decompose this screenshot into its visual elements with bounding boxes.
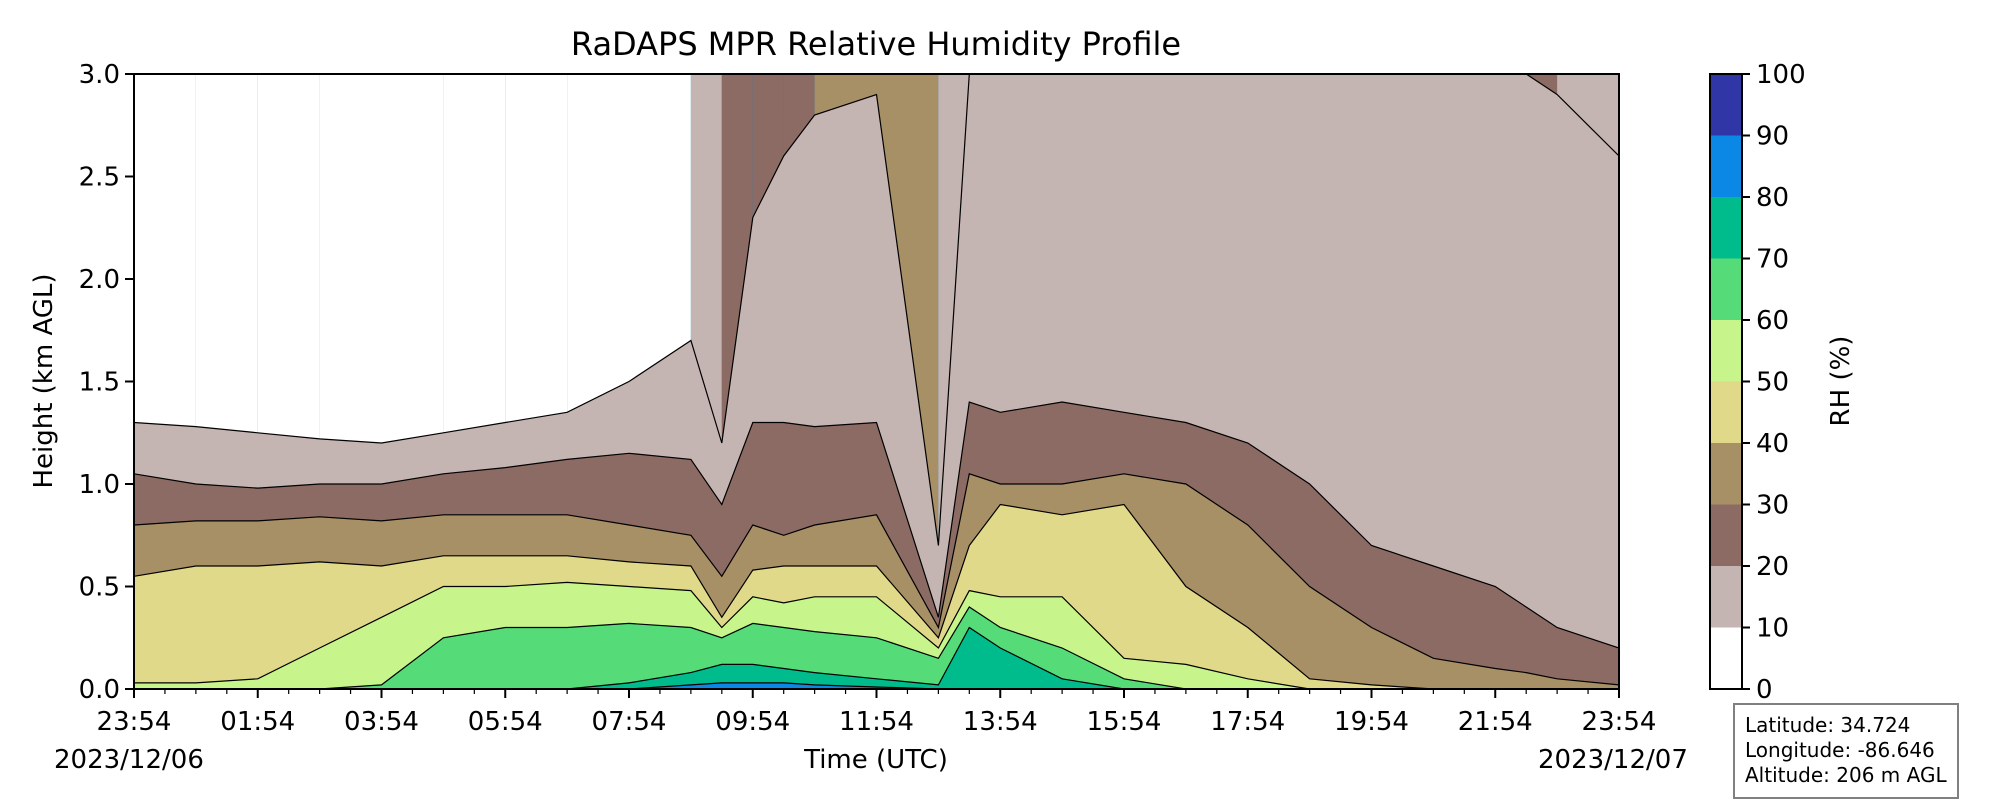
- x-tick-label: 13:54: [963, 707, 1038, 737]
- x-tick-label: 09:54: [715, 707, 790, 737]
- y-tick-label: 1.0: [79, 470, 120, 500]
- colorbar-tick-label: 0: [1756, 675, 1773, 705]
- x-tick-label: 23:54: [97, 707, 172, 737]
- x-tick-label: 15:54: [1087, 707, 1162, 737]
- x-tick-label: 07:54: [592, 707, 667, 737]
- rh-band-top-segment: [505, 74, 568, 423]
- x-tick-label: 11:54: [839, 707, 914, 737]
- colorbar-swatch: [1710, 627, 1742, 689]
- latitude-text: Latitude: 34.724: [1745, 713, 1911, 737]
- colorbar-swatch: [1710, 74, 1742, 136]
- x-tick-label: 05:54: [468, 707, 543, 737]
- colorbar-tick-label: 70: [1756, 245, 1789, 275]
- x-tick-label: 17:54: [1210, 707, 1285, 737]
- rh-contour-50: [134, 581, 1619, 689]
- rh-band-top-segment: [814, 74, 877, 115]
- rh-contour-20: [134, 401, 1619, 649]
- rh-band-top-segment: [195, 74, 258, 433]
- rh-band-top-segment: [876, 74, 939, 546]
- colorbar-tick-label: 10: [1756, 614, 1789, 644]
- rh-band-20-30: [134, 402, 1619, 685]
- plot-area: [134, 74, 1619, 689]
- colorbar-label: RH (%): [1826, 336, 1856, 427]
- y-tick-label: 0.0: [79, 675, 120, 705]
- rh-band-10-20: [134, 74, 1619, 648]
- x-tick-label: 23:54: [1582, 707, 1657, 737]
- station-info-box: Latitude: 34.724 Longitude: -86.646 Alti…: [1733, 703, 1959, 799]
- longitude-text: Longitude: -86.646: [1745, 738, 1935, 762]
- rh-contour-60: [134, 606, 1619, 689]
- rh-band-top-segment: [567, 74, 629, 413]
- rh-contour-40: [134, 503, 1619, 689]
- colorbar-tick-label: 90: [1756, 122, 1789, 152]
- rh-band-top-segment: [629, 74, 691, 382]
- colorbar-tick-label: 40: [1756, 429, 1789, 459]
- colorbar-swatch: [1710, 504, 1742, 566]
- altitude-text: Altitude: 206 m AGL: [1745, 763, 1947, 787]
- rh-band-50-60: [134, 582, 1619, 689]
- rh-band-top-segment: [319, 74, 382, 443]
- rh-band-top-segment: [1557, 74, 1619, 156]
- colorbar-swatch: [1710, 258, 1742, 320]
- y-axis: 0.0 0.5 1.0 1.5 2.0 2.5 3.0: [79, 60, 134, 705]
- chart-title: RaDAPS MPR Relative Humidity Profile: [571, 25, 1181, 63]
- colorbar-swatch: [1710, 566, 1742, 628]
- start-date-label: 2023/12/06: [54, 745, 204, 775]
- rh-band-top-segment: [257, 74, 320, 439]
- rh-band-60-70: [134, 607, 1619, 689]
- x-tick-label: 21:54: [1458, 707, 1533, 737]
- rh-band-top-segment: [134, 74, 196, 427]
- rh-contour-10: [134, 74, 1619, 546]
- rh-band-top-segment: [783, 74, 815, 156]
- rh-contour-80: [134, 682, 1619, 689]
- colorbar-swatch: [1710, 443, 1742, 505]
- rh-band-top-segment: [752, 74, 784, 218]
- colorbar-tick-label: 60: [1756, 306, 1789, 336]
- rh-band-top-segment: [381, 74, 444, 443]
- colorbar-tick-label: 50: [1756, 368, 1789, 398]
- colorbar-swatch: [1710, 197, 1742, 259]
- colorbar-tick-label: 100: [1756, 60, 1806, 90]
- y-tick-label: 3.0: [79, 60, 120, 90]
- colorbar-swatch: [1710, 135, 1742, 197]
- colorbar-tick-label: 30: [1756, 491, 1789, 521]
- y-tick-label: 2.0: [79, 265, 120, 295]
- rh-band-top-segment: [721, 74, 753, 443]
- rh-contour-30: [134, 473, 1619, 686]
- rh-band-top-segment: [690, 74, 722, 443]
- x-tick-label: 01:54: [220, 707, 295, 737]
- colorbar-tick-label: 20: [1756, 552, 1789, 582]
- rh-band-30-40: [134, 473, 1619, 689]
- x-tick-label: 03:54: [344, 707, 419, 737]
- rh-contour-70: [134, 626, 1619, 689]
- y-tick-label: 0.5: [79, 573, 120, 603]
- colorbar: 0 10 20 30 40 50 60 70 80 90 100: [1709, 60, 1806, 705]
- colorbar-tick-label: 80: [1756, 183, 1789, 213]
- y-axis-label: Height (km AGL): [29, 273, 59, 488]
- y-tick-label: 2.5: [79, 163, 120, 193]
- rh-band-top-segment: [443, 74, 506, 433]
- colorbar-swatch: [1710, 381, 1742, 443]
- x-axis: 23:54 01:54 03:54 05:54 07:54 09:54 11:54 13:54…: [97, 689, 1657, 737]
- x-tick-label: 19:54: [1334, 707, 1409, 737]
- x-axis-label: Time (UTC): [803, 745, 948, 775]
- colorbar-swatch: [1710, 320, 1742, 382]
- end-date-label: 2023/12/07: [1538, 745, 1688, 775]
- y-tick-label: 1.5: [79, 368, 120, 398]
